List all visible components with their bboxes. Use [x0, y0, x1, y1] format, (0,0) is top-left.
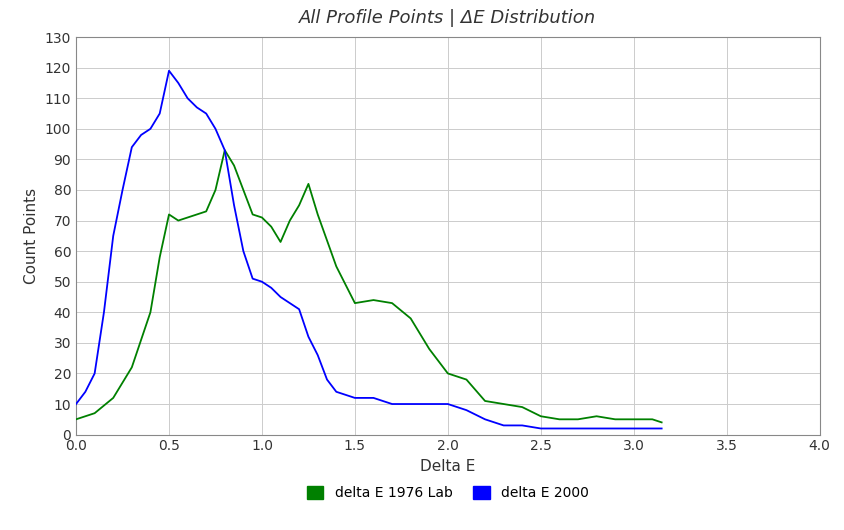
X-axis label: Delta E: Delta E [419, 459, 475, 474]
Title: All Profile Points | ΔE Distribution: All Profile Points | ΔE Distribution [299, 9, 596, 27]
Y-axis label: Count Points: Count Points [24, 188, 39, 284]
Legend: delta E 1976 Lab, delta E 2000: delta E 1976 Lab, delta E 2000 [300, 479, 595, 507]
